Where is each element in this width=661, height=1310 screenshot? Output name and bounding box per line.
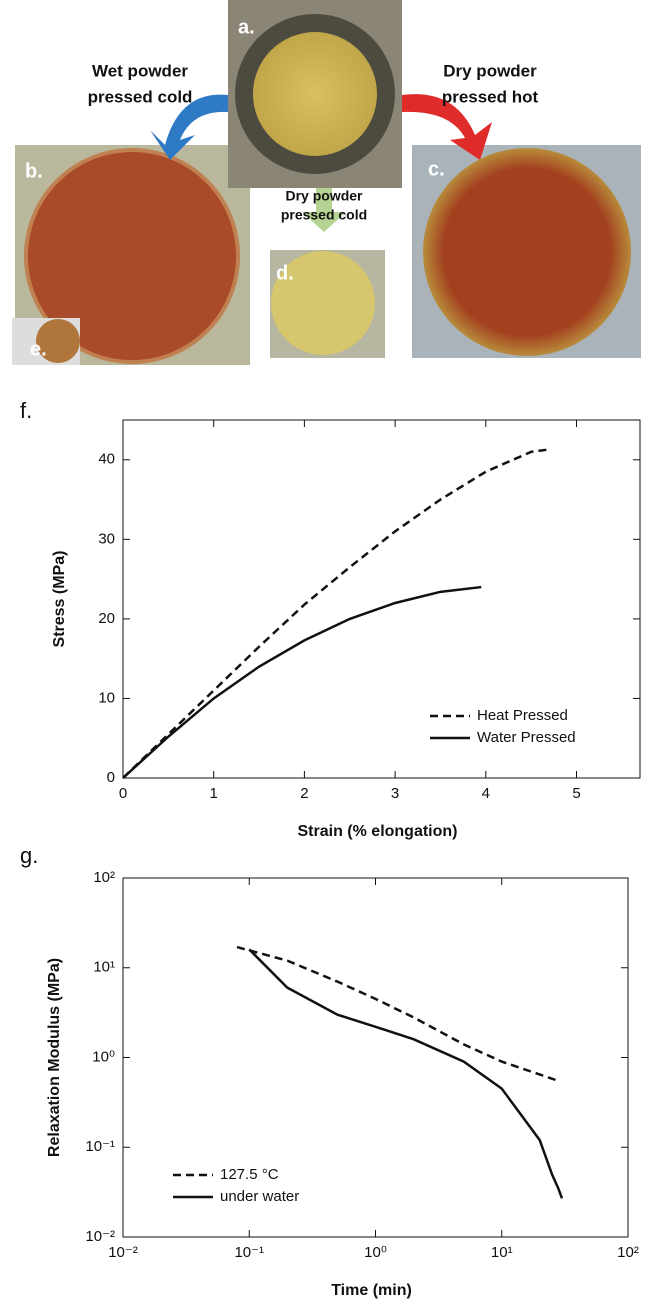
caption-wet-cold: pressed cold (88, 87, 193, 106)
x-tick-label: 5 (572, 785, 580, 802)
y-axis-label: Relaxation Modulus (MPa) (46, 958, 63, 1157)
label-d: d. (276, 262, 294, 284)
x-axis-label: Time (min) (331, 1282, 412, 1299)
legend-label: Heat Pressed (477, 707, 568, 724)
caption-dry-hot: pressed hot (442, 87, 539, 106)
y-tick-label: 20 (98, 610, 115, 627)
y-tick-label: 10² (93, 869, 115, 886)
x-tick-label: 10⁻¹ (234, 1244, 264, 1261)
plot-frame (122, 877, 629, 1238)
y-tick-label: 10 (98, 689, 115, 706)
label-a: a. (238, 16, 255, 38)
arrow-red (402, 94, 492, 160)
x-tick-label: 10¹ (491, 1244, 513, 1261)
disc-c (423, 148, 631, 356)
disc-b (24, 148, 240, 364)
y-tick-label: 0 (107, 769, 115, 786)
x-tick-label: 10⁰ (364, 1244, 387, 1261)
series-line (248, 948, 564, 1199)
caption-dry-hot: Dry powder (443, 61, 537, 80)
x-tick-label: 10⁻² (108, 1244, 138, 1261)
x-tick-label: 0 (119, 785, 127, 802)
x-tick-label: 2 (300, 785, 308, 802)
disc-d (271, 251, 375, 355)
series-line (236, 945, 559, 1082)
legend-label: under water (220, 1188, 299, 1205)
y-tick-label: 30 (98, 530, 115, 547)
y-tick-label: 10⁰ (92, 1048, 115, 1065)
x-tick-label: 3 (391, 785, 399, 802)
y-tick-label: 10⁻¹ (85, 1138, 115, 1155)
caption-dry-cold: Dry powder (285, 188, 363, 204)
label-c: c. (428, 158, 445, 180)
caption-dry-cold: pressed cold (281, 207, 367, 223)
x-axis-label: Strain (% elongation) (298, 823, 458, 840)
caption-wet-cold: Wet powder (92, 61, 188, 80)
x-tick-label: 10² (617, 1244, 639, 1261)
y-tick-label: 40 (98, 451, 115, 468)
powder-a (253, 32, 377, 156)
disc-e (36, 319, 80, 363)
y-tick-label: 10¹ (93, 959, 115, 976)
legend-label: Water Pressed (477, 729, 576, 746)
label-b: b. (25, 160, 43, 182)
legend-label: 127.5 °C (220, 1166, 279, 1183)
arrow-blue (150, 94, 228, 160)
y-tick-label: 10⁻² (85, 1228, 115, 1245)
panel-label: g. (20, 843, 38, 868)
series-line (122, 585, 482, 779)
plot-frame (122, 419, 641, 779)
series-line (122, 448, 550, 779)
x-tick-label: 4 (482, 785, 490, 802)
x-tick-label: 1 (210, 785, 218, 802)
panel-label: f. (20, 398, 32, 423)
y-axis-label: Stress (MPa) (51, 551, 68, 648)
label-e: e. (30, 338, 47, 360)
arrow-green (302, 188, 346, 232)
photo-panel: a. b. c. d. e. Wet powder pressed cold D… (12, 0, 641, 365)
